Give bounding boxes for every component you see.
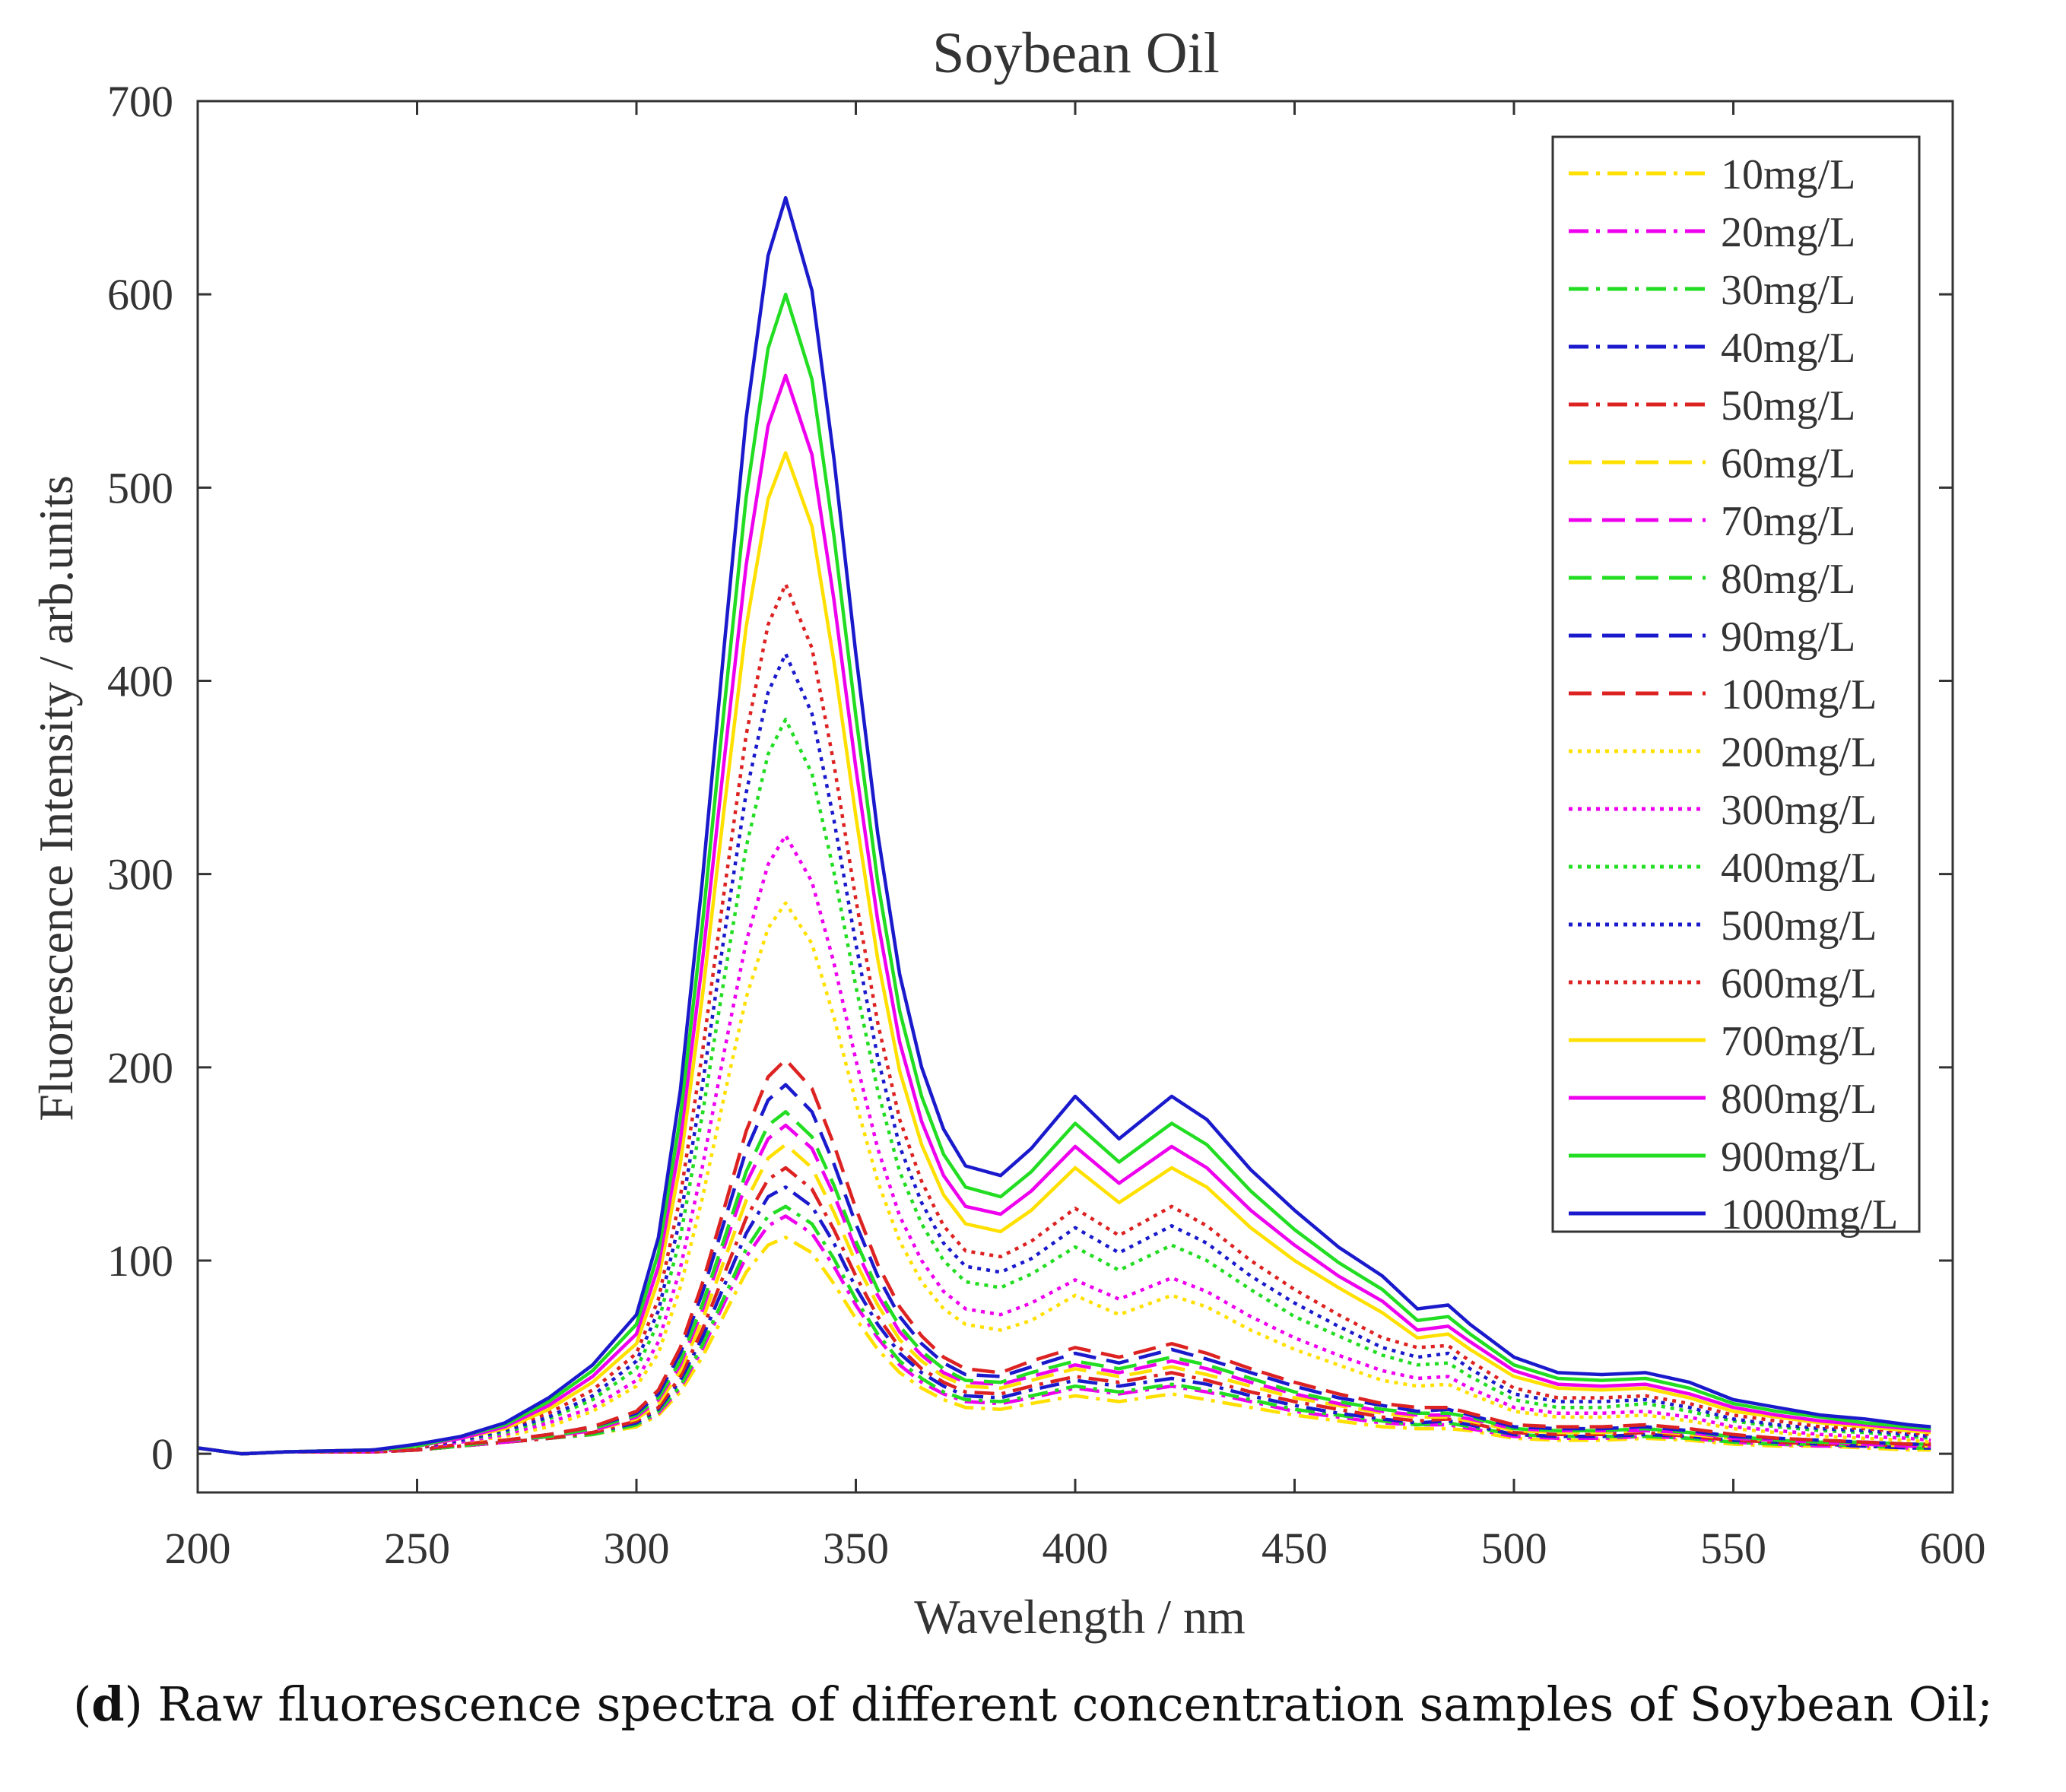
series-line-70mg-per-L bbox=[197, 1123, 1931, 1456]
x-tick-label: 550 bbox=[1700, 1524, 1766, 1573]
plot-area-frame bbox=[196, 100, 1954, 1494]
series-line-900mg-per-L bbox=[197, 292, 1931, 1456]
legend-label: 200mg/L bbox=[1721, 729, 1877, 776]
y-tick-label: 300 bbox=[107, 850, 173, 899]
caption-text: Raw fluorescence spectra of different co… bbox=[157, 1676, 1993, 1732]
y-tick-label: 700 bbox=[107, 77, 173, 126]
y-tick-label: 200 bbox=[107, 1043, 173, 1093]
legend-label: 800mg/L bbox=[1721, 1076, 1877, 1123]
series-lines bbox=[197, 195, 1931, 1456]
x-axis-label: Wavelength / nm bbox=[914, 1590, 1246, 1644]
x-tick-label: 400 bbox=[1043, 1524, 1109, 1573]
legend: 10mg/L 20mg/L 30mg/L 40mg/L 50mg/L 60mg/L 70mg… bbox=[1551, 135, 1921, 1239]
series-line-600mg-per-L bbox=[197, 582, 1931, 1456]
legend-label: 900mg/L bbox=[1721, 1134, 1877, 1181]
x-tick-label: 200 bbox=[165, 1524, 231, 1573]
series-line-800mg-per-L bbox=[197, 373, 1931, 1456]
legend-label: 30mg/L bbox=[1721, 267, 1855, 314]
legend-label: 60mg/L bbox=[1721, 440, 1855, 487]
x-tick-label: 350 bbox=[823, 1524, 889, 1573]
legend-label: 70mg/L bbox=[1721, 498, 1855, 545]
chart-title: Soybean Oil bbox=[932, 21, 1220, 85]
series-line-100mg-per-L bbox=[197, 1058, 1931, 1456]
series-line-90mg-per-L bbox=[197, 1083, 1931, 1456]
legend-label: 40mg/L bbox=[1721, 325, 1855, 372]
series-line-300mg-per-L bbox=[197, 833, 1931, 1456]
y-tick-labels: 0 100 200 300 400 500 600 700 bbox=[107, 77, 173, 1479]
series-line-80mg-per-L bbox=[197, 1110, 1931, 1456]
series-line-400mg-per-L bbox=[197, 718, 1931, 1456]
y-tick-label: 100 bbox=[107, 1236, 173, 1286]
series-line-50mg-per-L bbox=[197, 1166, 1931, 1456]
series-line-500mg-per-L bbox=[197, 652, 1931, 1456]
x-tick-label: 600 bbox=[1920, 1524, 1986, 1573]
x-tick-label: 300 bbox=[604, 1524, 670, 1573]
y-tick-label: 500 bbox=[107, 463, 173, 512]
x-tick-label: 450 bbox=[1261, 1524, 1328, 1573]
x-tick-label: 500 bbox=[1481, 1524, 1547, 1573]
series-line-10mg-per-L bbox=[197, 1235, 1931, 1456]
legend-label: 500mg/L bbox=[1721, 902, 1877, 950]
y-tick-label: 400 bbox=[107, 657, 173, 706]
legend-label: 600mg/L bbox=[1721, 960, 1877, 1007]
legend-label: 100mg/L bbox=[1721, 671, 1877, 718]
series-line-60mg-per-L bbox=[197, 1143, 1931, 1456]
legend-label: 20mg/L bbox=[1721, 209, 1855, 256]
y-tick-label: 0 bbox=[151, 1429, 173, 1479]
x-tick-label: 250 bbox=[384, 1524, 450, 1573]
legend-label: 90mg/L bbox=[1721, 614, 1855, 661]
legend-label: 400mg/L bbox=[1721, 845, 1877, 892]
legend-label: 1000mg/L bbox=[1721, 1191, 1898, 1239]
caption-label: d bbox=[91, 1676, 125, 1732]
legend-box bbox=[1551, 135, 1921, 1233]
series-line-30mg-per-L bbox=[197, 1204, 1931, 1456]
series-line-1000mg-per-L bbox=[197, 195, 1931, 1456]
figure-caption: (d) Raw fluorescence spectra of differen… bbox=[73, 1676, 1993, 1732]
legend-label: 700mg/L bbox=[1721, 1018, 1877, 1065]
y-tick-label: 600 bbox=[107, 270, 173, 319]
legend-label: 300mg/L bbox=[1721, 787, 1877, 834]
legend-label: 10mg/L bbox=[1721, 151, 1855, 198]
legend-label: 80mg/L bbox=[1721, 556, 1855, 603]
legend-label: 50mg/L bbox=[1721, 382, 1855, 430]
y-axis-label: Fluorescence Intensity / arb.units bbox=[29, 475, 83, 1121]
series-line-700mg-per-L bbox=[197, 451, 1931, 1456]
x-tick-labels: 200 250 300 350 400 450 500 550 600 bbox=[165, 1524, 1986, 1573]
series-line-200mg-per-L bbox=[197, 901, 1931, 1456]
